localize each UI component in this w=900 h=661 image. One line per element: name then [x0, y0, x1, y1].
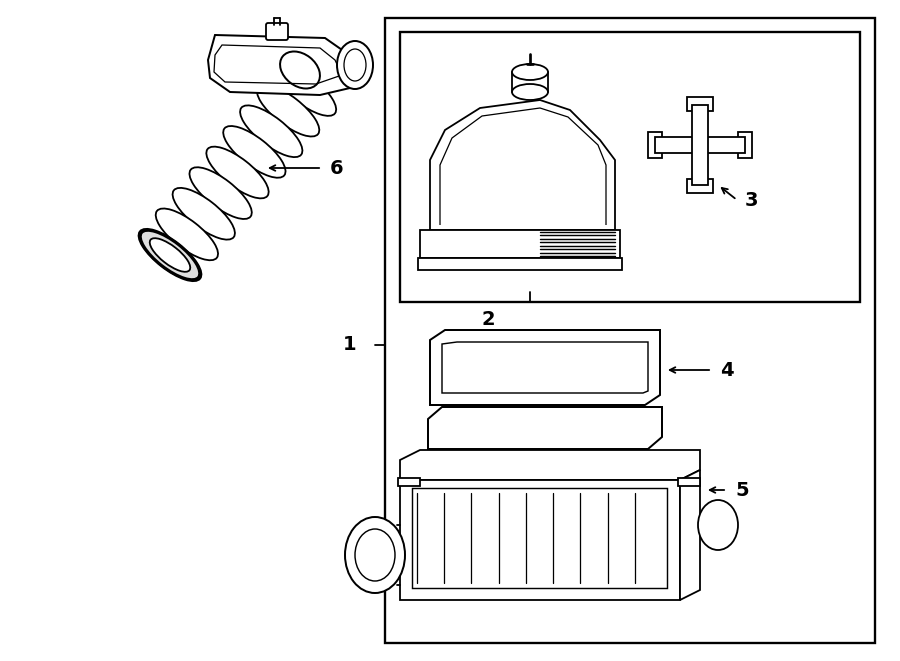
Bar — [400, 32, 860, 302]
Bar — [412, 488, 667, 588]
Ellipse shape — [240, 105, 302, 157]
Ellipse shape — [223, 126, 285, 178]
Ellipse shape — [257, 85, 320, 136]
Ellipse shape — [280, 52, 319, 89]
Ellipse shape — [512, 64, 548, 80]
Ellipse shape — [512, 84, 548, 100]
Bar — [738, 132, 752, 158]
Ellipse shape — [149, 238, 190, 272]
Ellipse shape — [173, 188, 235, 240]
Polygon shape — [420, 230, 620, 258]
Polygon shape — [418, 258, 622, 270]
Polygon shape — [430, 330, 660, 405]
Text: 6: 6 — [330, 159, 344, 178]
Bar — [678, 478, 700, 486]
Polygon shape — [208, 35, 355, 95]
Ellipse shape — [345, 517, 405, 593]
Ellipse shape — [274, 64, 337, 116]
Bar — [385, 18, 875, 643]
Text: 5: 5 — [735, 481, 749, 500]
Ellipse shape — [156, 208, 218, 260]
Ellipse shape — [190, 167, 252, 219]
Ellipse shape — [344, 49, 366, 81]
Polygon shape — [400, 480, 680, 600]
Bar — [687, 179, 713, 193]
Polygon shape — [428, 407, 662, 449]
Bar — [398, 478, 420, 486]
Polygon shape — [400, 450, 700, 480]
Ellipse shape — [698, 500, 738, 550]
Ellipse shape — [140, 231, 200, 280]
Bar — [692, 105, 708, 185]
Polygon shape — [680, 470, 700, 600]
Bar — [655, 137, 745, 153]
Polygon shape — [430, 100, 615, 230]
Ellipse shape — [139, 229, 202, 281]
Text: 1: 1 — [342, 336, 356, 354]
Text: 2: 2 — [482, 310, 495, 329]
Text: 4: 4 — [720, 360, 733, 379]
Polygon shape — [442, 342, 648, 393]
Ellipse shape — [337, 41, 373, 89]
Ellipse shape — [355, 529, 395, 581]
FancyBboxPatch shape — [266, 23, 288, 40]
Text: 3: 3 — [745, 190, 759, 210]
Bar — [648, 132, 662, 158]
Ellipse shape — [206, 147, 269, 198]
Bar — [687, 97, 713, 111]
